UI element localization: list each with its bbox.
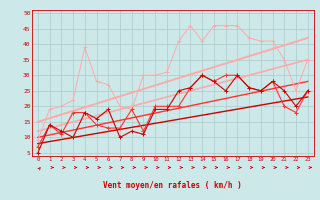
Text: Vent moyen/en rafales ( km/h ): Vent moyen/en rafales ( km/h ) — [103, 182, 242, 190]
